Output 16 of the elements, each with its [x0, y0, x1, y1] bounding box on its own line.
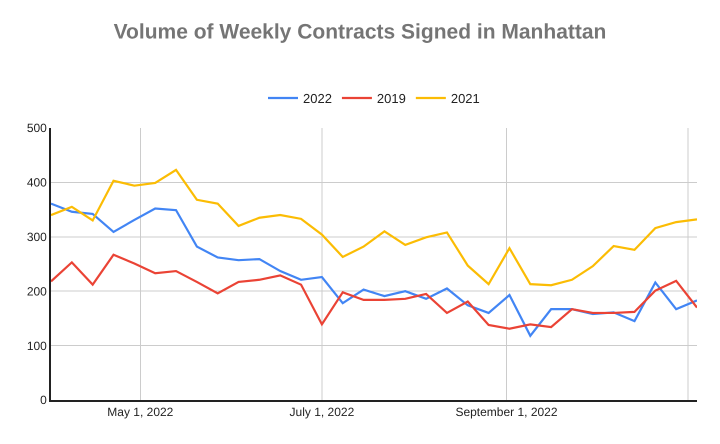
y-tick-label: 100	[26, 338, 48, 353]
y-tick-label: 200	[26, 284, 48, 298]
y-tick-label: 300	[26, 230, 48, 244]
x-tick-label: July 1, 2022	[290, 405, 355, 420]
x-tick-label: May 1, 2022	[107, 405, 174, 420]
chart-title: Volume of Weekly Contracts Signed in Manhattan	[114, 20, 606, 44]
y-tick-label: 400	[26, 176, 48, 190]
legend-label: 2019	[376, 91, 406, 106]
line-series	[51, 168, 697, 286]
line-series	[51, 202, 697, 337]
x-tick-label: September 1, 2022	[455, 405, 558, 420]
y-tick-label: 500	[26, 121, 48, 136]
legend-label: 2021	[450, 91, 480, 106]
legend-label: 2022	[303, 91, 332, 106]
y-tick-label: 0	[40, 393, 48, 408]
line-series	[51, 254, 697, 330]
